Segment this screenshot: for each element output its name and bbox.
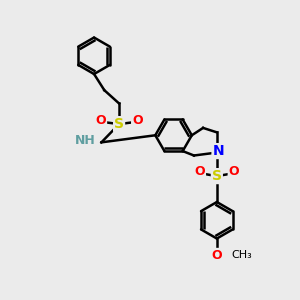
Text: NH: NH xyxy=(75,134,96,147)
Text: O: O xyxy=(194,165,205,178)
Text: O: O xyxy=(95,114,106,127)
Text: O: O xyxy=(229,165,239,178)
Text: O: O xyxy=(132,114,143,127)
Text: S: S xyxy=(114,117,124,131)
Text: CH₃: CH₃ xyxy=(231,250,252,260)
Text: S: S xyxy=(212,169,222,183)
Text: O: O xyxy=(212,249,222,262)
Text: N: N xyxy=(212,144,224,158)
